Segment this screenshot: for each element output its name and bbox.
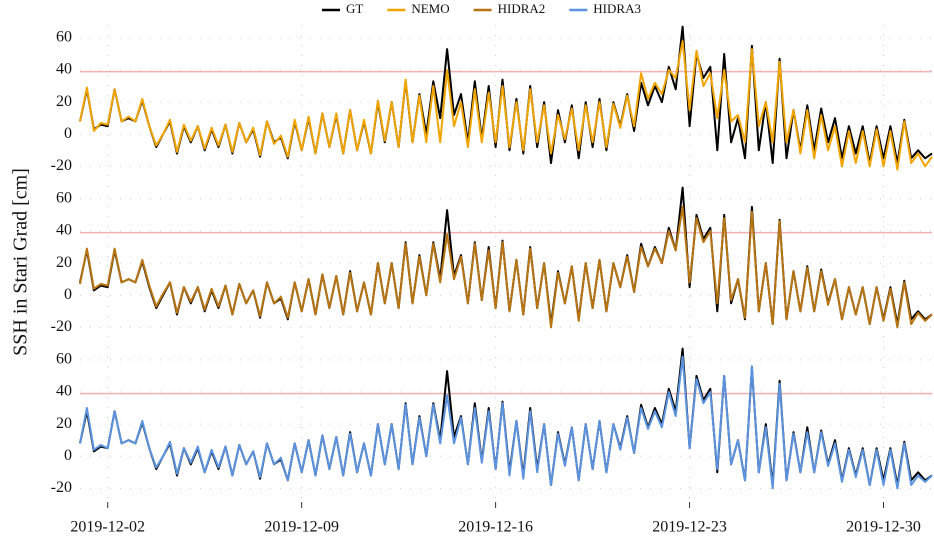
y-tick-label: 60 bbox=[56, 190, 72, 207]
x-tick-label: 2019-12-30 bbox=[846, 519, 921, 536]
legend-label: HIDRA2 bbox=[498, 1, 546, 16]
y-tick-label: 20 bbox=[56, 93, 72, 110]
x-tick-label: 2019-12-16 bbox=[458, 519, 533, 536]
series-line bbox=[79, 355, 933, 490]
y-tick-label: -20 bbox=[51, 318, 72, 335]
x-tick-label: 2019-12-02 bbox=[70, 519, 145, 536]
x-tick-label: 2019-12-23 bbox=[652, 519, 727, 536]
series-line bbox=[79, 25, 933, 165]
y-tick-label: 0 bbox=[64, 125, 72, 142]
y-tick-label: -20 bbox=[51, 157, 72, 174]
legend-label: GT bbox=[346, 1, 363, 16]
legend-label: NEMO bbox=[411, 1, 449, 16]
y-tick-label: 0 bbox=[64, 447, 72, 464]
y-tick-label: 20 bbox=[56, 254, 72, 271]
series-line bbox=[79, 186, 933, 326]
x-tick-label: 2019-12-09 bbox=[264, 519, 339, 536]
y-tick-label: 20 bbox=[56, 415, 72, 432]
y-tick-label: 60 bbox=[56, 29, 72, 46]
legend-label: HIDRA3 bbox=[593, 1, 641, 16]
y-tick-label: -20 bbox=[51, 479, 72, 496]
y-tick-label: 0 bbox=[64, 286, 72, 303]
y-tick-label: 40 bbox=[56, 383, 72, 400]
y-axis-label: SSH in Stari Grad [cm] bbox=[10, 168, 32, 356]
y-tick-label: 40 bbox=[56, 61, 72, 78]
y-tick-label: 40 bbox=[56, 222, 72, 239]
y-tick-label: 60 bbox=[56, 351, 72, 368]
series-line bbox=[79, 40, 933, 171]
series-line bbox=[79, 205, 933, 329]
